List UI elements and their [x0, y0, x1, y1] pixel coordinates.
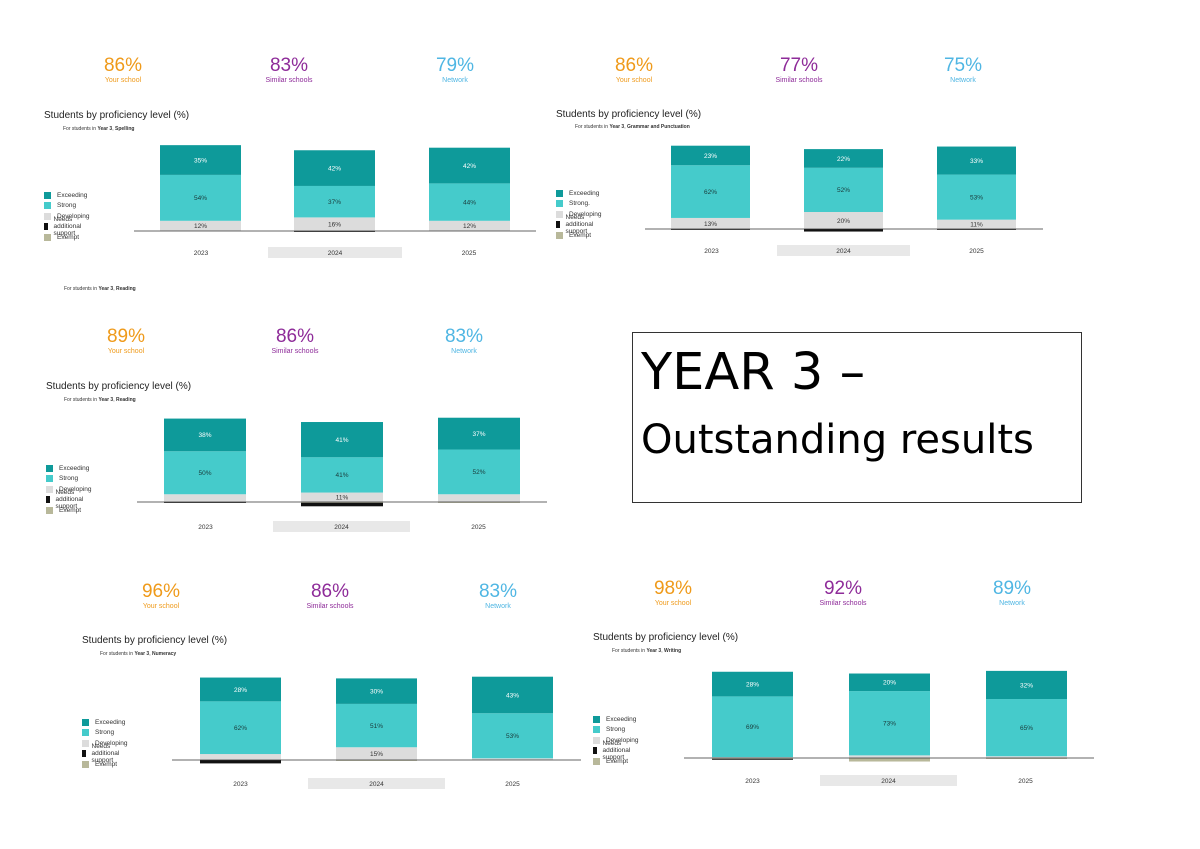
bar-segment-exempt-2024: [849, 758, 930, 762]
data-label-strong-2024: 73%: [883, 721, 896, 728]
data-label-strong-2023: 69%: [746, 724, 759, 731]
data-label-exceeding-2024: 20%: [883, 680, 896, 687]
category-label-2023: 2023: [745, 778, 760, 785]
chart-writing: 69% 28% 2023 73% 20% 2024 65% 32% 2025: [0, 0, 1200, 849]
bar-segment-needs-additional-support-2023: [712, 759, 793, 760]
category-label-2025: 2025: [1018, 778, 1033, 785]
category-label-2024: 2024: [881, 778, 896, 785]
data-label-exceeding-2025: 32%: [1020, 682, 1033, 689]
data-label-exceeding-2023: 28%: [746, 681, 759, 688]
data-label-strong-2025: 65%: [1020, 725, 1033, 732]
